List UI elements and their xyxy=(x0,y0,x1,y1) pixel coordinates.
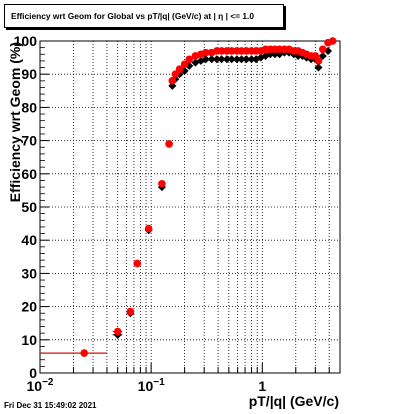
data-point-black xyxy=(212,55,221,64)
x-tick-label: 10−2 xyxy=(27,377,54,394)
data-point-black xyxy=(247,55,256,64)
y-tick-label: 40 xyxy=(21,232,37,248)
y-tick-label: 70 xyxy=(21,133,37,149)
y-tick-label: 80 xyxy=(21,99,37,115)
x-axis-title: pT/|q| (GeV/c) xyxy=(249,393,339,409)
data-point-black xyxy=(314,63,323,72)
data-point-red xyxy=(126,307,135,316)
data-point-black xyxy=(237,55,246,64)
y-tick-label: 60 xyxy=(21,166,37,182)
data-point-red xyxy=(133,259,142,268)
series-black-diamonds xyxy=(40,37,337,358)
data-point-red xyxy=(144,224,153,233)
y-tick-label: 100 xyxy=(14,33,38,49)
data-point-red xyxy=(314,57,323,65)
y-tick-label: 50 xyxy=(21,199,37,215)
data-point-black xyxy=(207,55,216,64)
data-point-red xyxy=(165,140,173,148)
grid-lines xyxy=(40,41,341,373)
x-tick-label: 1 xyxy=(258,378,266,394)
y-axis-title: Efficiency wrt Geom (%) xyxy=(7,42,23,202)
data-point-red xyxy=(175,65,184,74)
data-point-red xyxy=(171,70,180,78)
data-point-black xyxy=(222,55,231,64)
y-tick-label: 0 xyxy=(29,365,37,381)
data-point-black xyxy=(227,55,236,64)
data-point-red xyxy=(201,48,210,57)
series-red-circles xyxy=(40,37,337,357)
x-tick-label: 10−1 xyxy=(138,377,165,394)
data-point-red xyxy=(318,45,327,54)
x-axis-ticks: 10−2 10−1 1 xyxy=(27,363,341,394)
y-tick-label: 90 xyxy=(21,66,37,82)
data-point-red xyxy=(180,60,189,69)
y-tick-label: 10 xyxy=(21,332,37,348)
chart-title-box: Efficiency wrt Geom for Global vs pT/|q|… xyxy=(4,4,284,28)
data-point-black xyxy=(217,55,226,64)
y-tick-label: 30 xyxy=(21,265,37,281)
y-axis-ticks: 0 10 20 30 40 50 60 70 80 90 100 xyxy=(14,33,49,381)
chart-title: Efficiency wrt Geom for Global vs pT/|q|… xyxy=(11,11,255,21)
footer-timestamp: Fri Dec 31 15:49:02 2021 xyxy=(4,401,97,410)
data-point-black xyxy=(232,55,241,64)
y-tick-label: 20 xyxy=(21,299,37,315)
data-point-black xyxy=(201,55,210,64)
data-point-red xyxy=(185,55,194,64)
data-point-red xyxy=(158,179,166,188)
data-point-red xyxy=(328,37,337,45)
data-point-red xyxy=(80,349,89,357)
data-point-red xyxy=(168,77,177,85)
data-point-red xyxy=(217,47,226,55)
data-point-red xyxy=(113,327,122,336)
data-point-black xyxy=(242,55,251,64)
